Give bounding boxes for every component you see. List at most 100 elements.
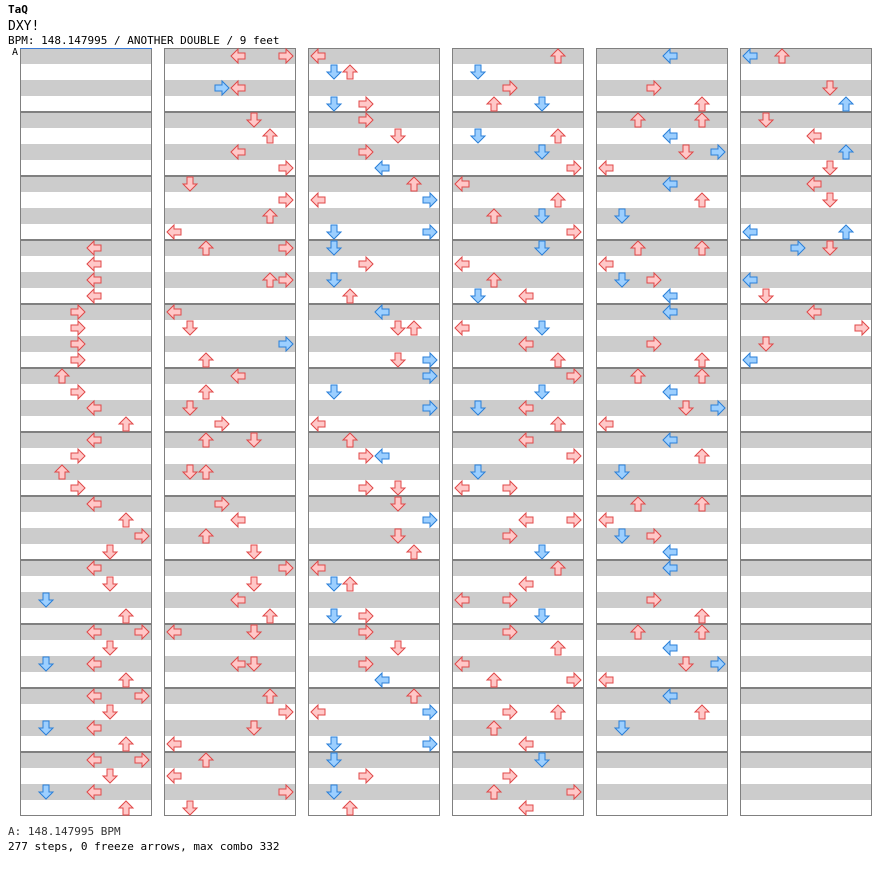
step-arrow	[469, 464, 487, 480]
step-arrow	[166, 767, 182, 785]
measure-box	[164, 240, 296, 304]
step-arrow	[693, 624, 711, 640]
measure-box	[596, 368, 728, 432]
step-arrow	[389, 528, 407, 544]
artist-name: TaQ	[8, 3, 28, 16]
step-arrow	[310, 191, 326, 209]
step-arrow	[742, 271, 758, 289]
measure-box	[596, 560, 728, 624]
step-arrow	[37, 784, 55, 800]
step-arrow	[629, 112, 647, 128]
step-arrow	[245, 720, 263, 736]
step-arrow	[389, 480, 407, 496]
step-arrow	[566, 671, 582, 689]
step-arrow	[70, 479, 86, 497]
measure-box	[740, 432, 872, 496]
step-arrow	[197, 352, 215, 368]
step-arrow	[245, 576, 263, 592]
step-arrow	[518, 431, 534, 449]
step-arrow	[86, 495, 102, 513]
step-arrow	[197, 752, 215, 768]
step-arrow	[101, 576, 119, 592]
step-arrow	[389, 128, 407, 144]
step-arrow	[374, 447, 390, 465]
step-arrow	[454, 175, 470, 193]
step-arrow	[422, 511, 438, 529]
step-arrow	[518, 399, 534, 417]
step-arrow	[358, 255, 374, 273]
step-arrow	[566, 447, 582, 465]
measure-box	[20, 112, 152, 176]
step-arrow	[742, 47, 758, 65]
step-arrow	[549, 416, 567, 432]
step-arrow	[325, 384, 343, 400]
step-arrow	[518, 799, 534, 817]
step-arrow	[549, 352, 567, 368]
step-arrow	[117, 416, 135, 432]
step-arrow	[533, 96, 551, 112]
measure-box	[308, 240, 440, 304]
step-arrow	[646, 271, 662, 289]
step-arrow	[181, 800, 199, 816]
step-arrow	[662, 431, 678, 449]
step-arrow	[358, 143, 374, 161]
step-arrow	[469, 400, 487, 416]
step-arrow	[166, 303, 182, 321]
step-arrow	[261, 128, 279, 144]
chart-column	[20, 48, 152, 816]
measure-box	[452, 432, 584, 496]
step-arrow	[422, 703, 438, 721]
step-arrow	[693, 448, 711, 464]
step-arrow	[742, 351, 758, 369]
measure-box	[596, 240, 728, 304]
step-arrow	[677, 144, 695, 160]
measure-box	[20, 560, 152, 624]
step-arrow	[422, 735, 438, 753]
step-arrow	[86, 431, 102, 449]
measure-box	[308, 368, 440, 432]
step-arrow	[86, 751, 102, 769]
step-arrow	[518, 287, 534, 305]
step-arrow	[358, 111, 374, 129]
step-arrow	[278, 47, 294, 65]
measure-box	[308, 112, 440, 176]
step-arrow	[598, 511, 614, 529]
step-arrow	[757, 336, 775, 352]
step-arrow	[341, 288, 359, 304]
step-arrow	[662, 687, 678, 705]
step-arrow	[358, 607, 374, 625]
step-arrow	[613, 528, 631, 544]
step-arrow	[341, 576, 359, 592]
step-arrow	[422, 191, 438, 209]
step-arrow	[485, 672, 503, 688]
measure-box	[452, 624, 584, 688]
step-arrow	[533, 240, 551, 256]
step-arrow	[405, 176, 423, 192]
step-arrow	[662, 543, 678, 561]
step-arrow	[245, 432, 263, 448]
step-arrow	[662, 383, 678, 401]
footer-bpm: A: 148.147995 BPM	[8, 825, 121, 838]
step-arrow	[37, 720, 55, 736]
step-arrow	[261, 688, 279, 704]
step-arrow	[197, 528, 215, 544]
measure-box	[596, 304, 728, 368]
step-arrow	[454, 319, 470, 337]
step-arrow	[325, 752, 343, 768]
step-arrow	[502, 479, 518, 497]
step-arrow	[533, 320, 551, 336]
step-arrow	[821, 240, 839, 256]
measure-box	[740, 48, 872, 112]
step-arrow	[389, 320, 407, 336]
step-arrow	[518, 735, 534, 753]
step-arrow	[502, 703, 518, 721]
step-arrow	[662, 175, 678, 193]
chart-column	[308, 48, 440, 816]
step-arrow	[693, 112, 711, 128]
measure-box	[308, 688, 440, 752]
step-arrow	[70, 383, 86, 401]
step-arrow	[662, 47, 678, 65]
step-arrow	[454, 255, 470, 273]
step-arrow	[629, 368, 647, 384]
step-arrow	[230, 511, 246, 529]
